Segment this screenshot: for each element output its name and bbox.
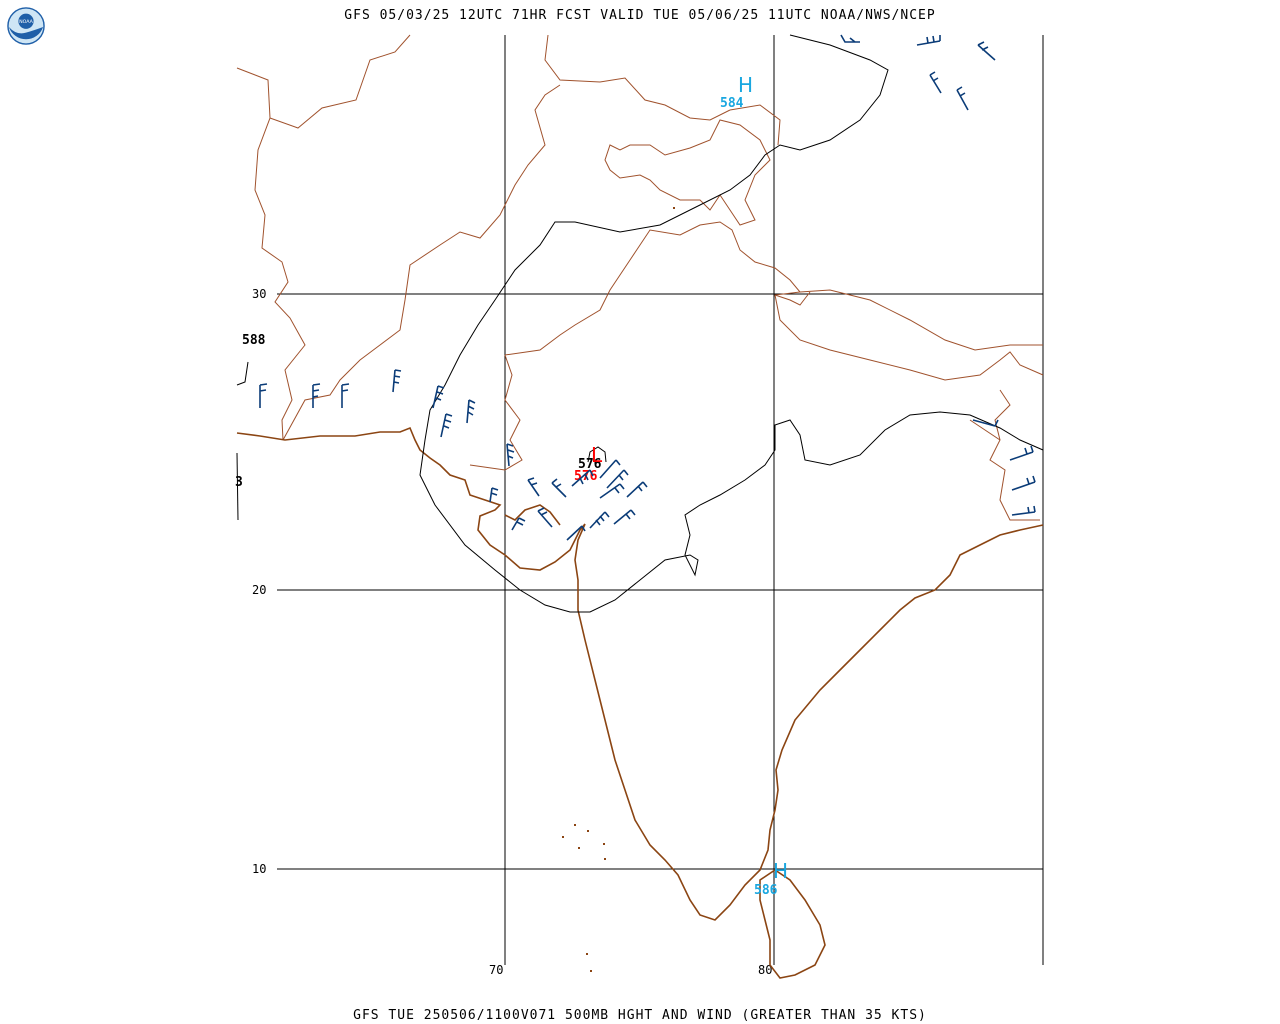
country-borders xyxy=(236,34,1044,521)
contour-label-partial: 3 xyxy=(235,475,243,490)
high-center-south-value: 586 xyxy=(754,883,778,898)
high-center-south: H xyxy=(773,859,788,883)
lon-label-80: 80 xyxy=(758,963,772,977)
lon-label-70: 70 xyxy=(489,963,503,977)
noaa-logo-icon: NOAA xyxy=(7,7,45,45)
island-dots xyxy=(562,207,675,972)
map-title: GFS 05/03/25 12UTC 71HR FCST VALID TUE 0… xyxy=(344,8,936,23)
noaa-logo-text: NOAA xyxy=(19,19,34,25)
high-center-north: H xyxy=(738,73,753,97)
lat-label-30: 30 xyxy=(252,287,266,301)
contour-label-588: 588 xyxy=(242,333,266,348)
lat-label-20: 20 xyxy=(252,583,266,597)
low-center: L xyxy=(591,443,603,467)
contour-label-576: 576 xyxy=(578,457,602,472)
coastline xyxy=(236,426,1044,979)
lat-label-10: 10 xyxy=(252,862,266,876)
wind-barbs xyxy=(259,34,1036,541)
high-center-north-value: 584 xyxy=(720,96,744,111)
map-caption: GFS TUE 250506/1100V071 500MB HGHT AND W… xyxy=(353,1008,927,1023)
lat-lon-grid xyxy=(277,35,1044,965)
height-contours xyxy=(236,34,1044,613)
